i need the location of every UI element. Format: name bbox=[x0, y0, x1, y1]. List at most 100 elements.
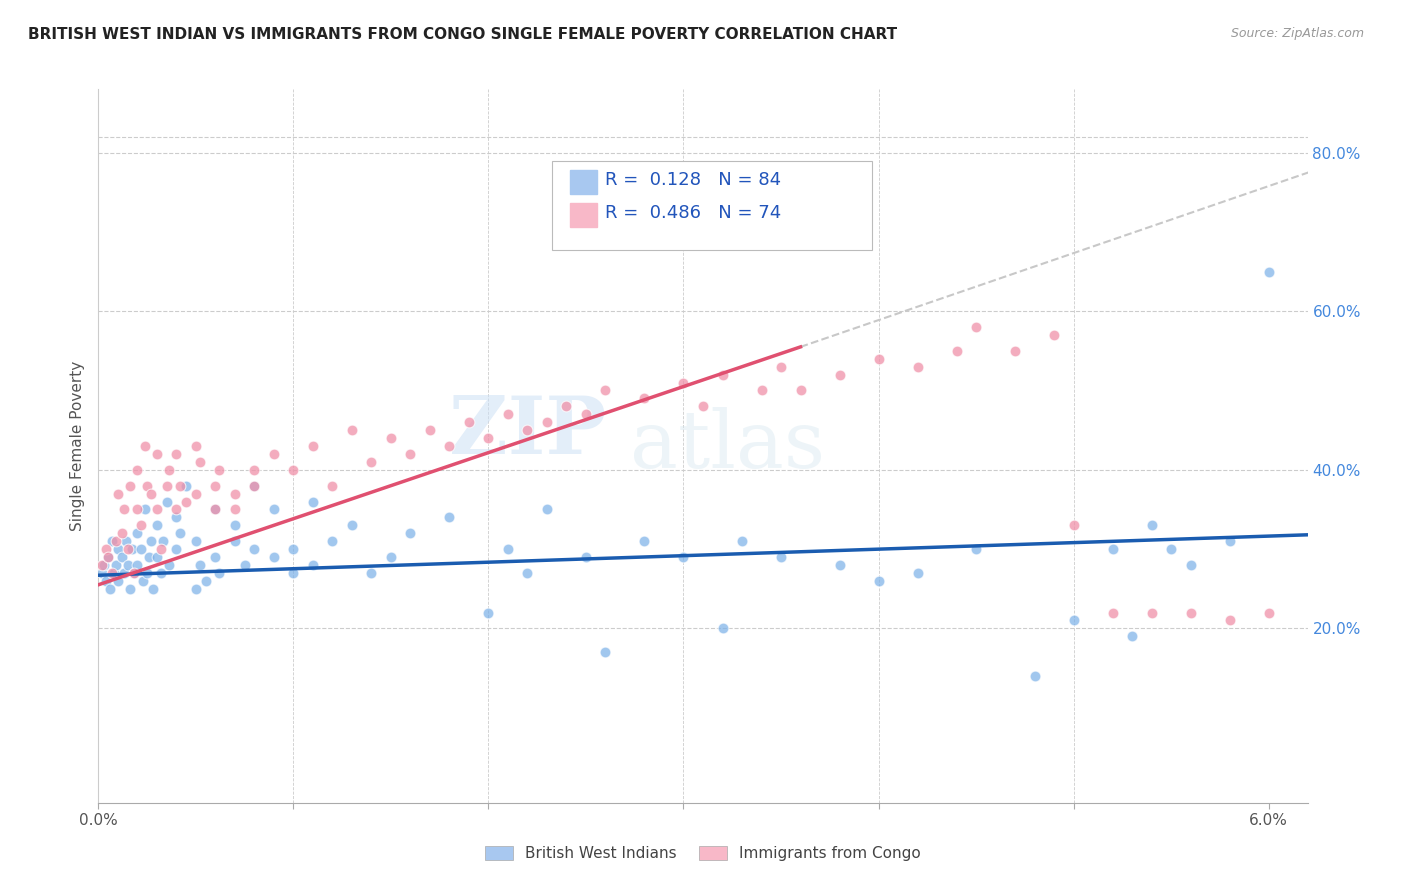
Point bbox=[157, 463, 180, 477]
Point bbox=[174, 494, 197, 508]
Point bbox=[107, 574, 129, 588]
Point bbox=[118, 582, 141, 596]
Point bbox=[188, 558, 211, 572]
Point bbox=[96, 574, 118, 588]
Point bbox=[97, 549, 120, 564]
Point bbox=[711, 368, 734, 382]
Point bbox=[184, 486, 207, 500]
Point bbox=[536, 502, 558, 516]
Point bbox=[184, 439, 207, 453]
Point bbox=[360, 455, 382, 469]
Point bbox=[243, 478, 266, 492]
Point bbox=[458, 415, 481, 429]
Point bbox=[204, 549, 226, 564]
Point bbox=[907, 566, 929, 580]
Point bbox=[595, 645, 617, 659]
Point bbox=[283, 542, 305, 557]
Point bbox=[204, 502, 226, 516]
Point bbox=[127, 526, 149, 541]
Point bbox=[399, 526, 422, 541]
Point bbox=[1101, 542, 1123, 557]
Point bbox=[93, 558, 115, 572]
Point bbox=[1219, 534, 1241, 549]
Point bbox=[138, 549, 160, 564]
Bar bbox=[569, 169, 596, 194]
Point bbox=[98, 582, 121, 596]
Point bbox=[360, 566, 382, 580]
Point bbox=[321, 534, 343, 549]
Text: R =  0.128   N = 84: R = 0.128 N = 84 bbox=[605, 171, 782, 189]
Point bbox=[169, 478, 191, 492]
Bar bbox=[569, 202, 596, 227]
Point bbox=[789, 384, 811, 398]
Point bbox=[165, 510, 187, 524]
Point bbox=[101, 534, 124, 549]
Point bbox=[208, 463, 231, 477]
Point bbox=[321, 478, 343, 492]
Point bbox=[633, 392, 655, 406]
Point bbox=[516, 566, 538, 580]
Y-axis label: Single Female Poverty: Single Female Poverty bbox=[69, 361, 84, 531]
Point bbox=[1257, 606, 1279, 620]
Point bbox=[224, 502, 246, 516]
Point bbox=[496, 542, 519, 557]
Point bbox=[224, 486, 246, 500]
Point bbox=[208, 566, 231, 580]
Point bbox=[1160, 542, 1182, 557]
Point bbox=[188, 455, 211, 469]
Text: R =  0.486   N = 74: R = 0.486 N = 74 bbox=[605, 203, 782, 221]
Point bbox=[136, 566, 159, 580]
Point bbox=[139, 534, 162, 549]
Point bbox=[1043, 328, 1066, 343]
Point bbox=[122, 566, 145, 580]
Text: atlas: atlas bbox=[630, 407, 825, 485]
Point bbox=[132, 574, 155, 588]
Point bbox=[1063, 518, 1085, 533]
Point bbox=[516, 423, 538, 437]
Point bbox=[283, 463, 305, 477]
Point bbox=[751, 384, 773, 398]
Point bbox=[1140, 518, 1163, 533]
Point bbox=[1121, 629, 1143, 643]
Point bbox=[96, 542, 118, 557]
Point bbox=[122, 566, 145, 580]
Point bbox=[91, 558, 114, 572]
Point bbox=[169, 526, 191, 541]
Point bbox=[243, 478, 266, 492]
Point bbox=[118, 478, 141, 492]
Point bbox=[1024, 669, 1046, 683]
Point bbox=[496, 407, 519, 421]
Point bbox=[1063, 614, 1085, 628]
Point bbox=[204, 478, 226, 492]
Point bbox=[194, 574, 217, 588]
Point bbox=[127, 502, 149, 516]
Point bbox=[263, 447, 285, 461]
Point bbox=[595, 384, 617, 398]
Point bbox=[117, 542, 139, 557]
Point bbox=[1257, 264, 1279, 278]
Legend: British West Indians, Immigrants from Congo: British West Indians, Immigrants from Co… bbox=[479, 839, 927, 867]
Point bbox=[131, 542, 153, 557]
Point bbox=[340, 518, 363, 533]
Point bbox=[243, 463, 266, 477]
Point bbox=[1140, 606, 1163, 620]
Point bbox=[112, 502, 135, 516]
Point bbox=[157, 558, 180, 572]
Point bbox=[439, 510, 461, 524]
Point bbox=[283, 566, 305, 580]
Point bbox=[146, 549, 169, 564]
Point bbox=[184, 582, 207, 596]
Point bbox=[828, 558, 851, 572]
Point bbox=[907, 359, 929, 374]
Point bbox=[149, 566, 172, 580]
Point bbox=[965, 542, 987, 557]
Point bbox=[111, 526, 134, 541]
Point bbox=[536, 415, 558, 429]
Point bbox=[107, 542, 129, 557]
Point bbox=[1004, 343, 1026, 358]
Point bbox=[243, 542, 266, 557]
Point bbox=[633, 534, 655, 549]
FancyBboxPatch shape bbox=[551, 161, 872, 250]
Point bbox=[555, 400, 578, 414]
Point bbox=[945, 343, 967, 358]
